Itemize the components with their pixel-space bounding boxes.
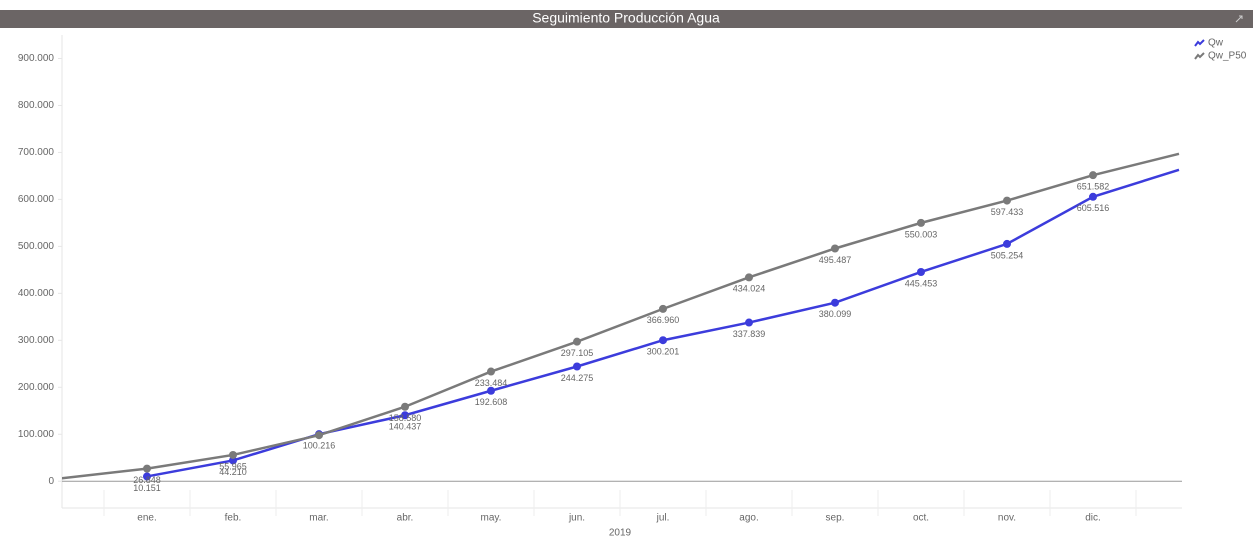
data-label: 55.965 [219,461,247,471]
y-tick-label: 400.000 [18,288,55,299]
data-label: 434.024 [733,284,766,294]
data-label: 605.516 [1077,203,1110,213]
data-label: 445.453 [905,278,938,288]
y-tick-label: 100.000 [18,429,55,440]
data-point [745,273,753,282]
data-label: 380.099 [819,309,852,319]
data-point [229,456,237,465]
data-label: 495.487 [819,255,852,265]
data-label: 366.960 [647,315,680,325]
data-point [1003,239,1011,248]
data-label: 550.003 [905,229,938,239]
data-point [401,411,409,420]
plot-area [62,152,1180,481]
data-point [229,450,237,459]
data-point [143,464,151,473]
data-label: 192.608 [475,397,508,407]
legend-label: Qw_P50 [1208,51,1247,62]
data-label: 44.210 [219,467,247,477]
data-label: 597.433 [991,207,1024,217]
data-point [745,318,753,327]
x-tick-label: dic. [1085,513,1101,524]
y-tick-label: 0 [48,476,54,487]
x-tick-label: ene. [137,513,156,524]
x-tick-label: may. [481,513,502,524]
data-point [401,402,409,411]
x-tick-label: mar. [309,513,328,524]
data-point [315,431,323,440]
y-tick-label: 700.000 [18,147,55,158]
x-tick-label: jun. [568,513,585,524]
data-point [487,386,495,395]
data-label: 505.254 [991,250,1024,260]
data-label: 297.105 [561,348,594,358]
x-axis-title: 2019 [609,528,632,538]
x-tick-label: sep. [826,513,845,524]
data-point [917,267,925,276]
data-point [659,336,667,345]
data-label: 158.580 [389,413,422,423]
data-label: 300.201 [647,347,680,357]
data-label: 651.582 [1077,182,1110,192]
data-label: 244.275 [561,373,594,383]
x-tick-label: oct. [913,513,929,524]
data-point [831,244,839,253]
y-tick-label: 600.000 [18,194,55,205]
data-point [1089,171,1097,180]
chart-title: Seguimiento Producción Agua [532,10,720,26]
data-point [573,362,581,371]
data-label: 233.484 [475,378,508,388]
data-point [831,298,839,307]
y-tick-label: 200.000 [18,382,55,393]
y-tick-label: 300.000 [18,335,55,346]
y-tick-label: 500.000 [18,241,55,252]
data-point [143,472,151,481]
data-point [573,337,581,346]
legend-icon [1194,52,1205,60]
data-point [659,304,667,313]
data-label: 10.151 [133,483,161,493]
data-label: 26.848 [133,475,161,485]
x-tick-label: nov. [998,513,1016,524]
y-tick-label: 900.000 [18,53,55,64]
expand-icon[interactable] [1235,15,1243,23]
title-bar [0,10,1253,28]
data-point [1089,192,1097,201]
data-label: 337.839 [733,329,766,339]
data-point [487,367,495,376]
x-tick-label: abr. [397,513,414,524]
legend-label: Qw [1208,38,1224,49]
legend-icon [1194,39,1205,47]
series-line [62,152,1180,480]
x-tick-label: feb. [225,513,242,524]
data-point [917,218,925,227]
data-label: 140.437 [389,422,422,432]
data-label: 100.216 [303,441,336,451]
x-tick-label: jul. [656,513,670,524]
y-tick-label: 800.000 [18,100,55,111]
x-tick-label: ago. [739,513,758,524]
data-point [1003,196,1011,205]
